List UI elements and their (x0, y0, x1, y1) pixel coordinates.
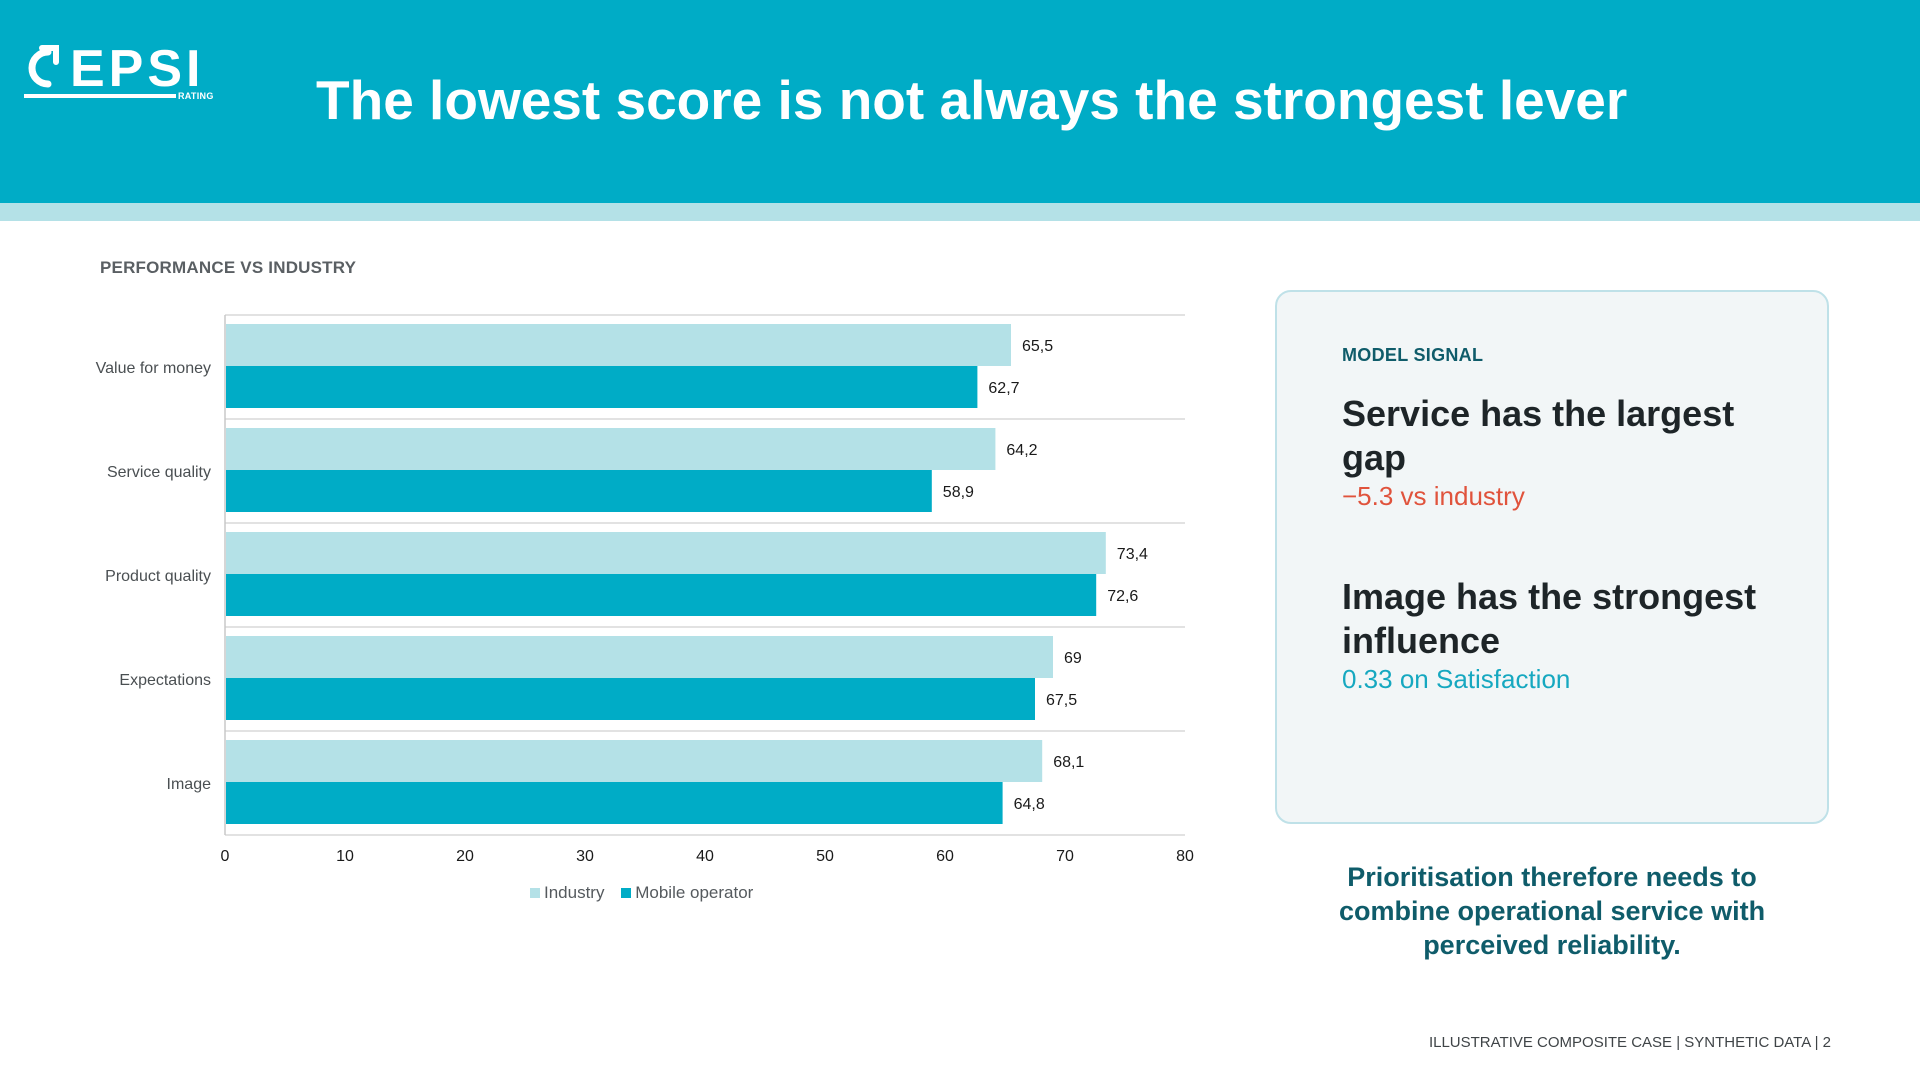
performance-bar-chart: Value for money 65,5 62,7 Service quality 64… (96, 314, 1194, 865)
legend-swatch-mobile-operator (621, 888, 632, 898)
bar-mobile-operator-image (226, 782, 1003, 824)
data-label-mobile-operator-service-quality: 58,9 (943, 484, 974, 501)
bar-industry-value-for-money (226, 324, 1011, 366)
x-tick-label-10: 10 (336, 848, 354, 865)
legend-label-mobile-operator: Mobile operator (635, 883, 754, 902)
category-label-expectations: Expectations (119, 672, 211, 689)
epsi-logo: EPSI (24, 40, 205, 98)
page-title: The lowest score is not always the stron… (316, 69, 1628, 131)
bar-mobile-operator-expectations (226, 678, 1035, 720)
service-gap-value: −5.3 vs industry (1342, 481, 1525, 511)
conclusion-text: Prioritisation therefore needs to combin… (1338, 862, 1766, 960)
x-tick-label-20: 20 (456, 848, 474, 865)
service-gap-heading: Service has the largest gap (1342, 393, 1735, 478)
category-label-image: Image (167, 776, 212, 793)
legend-label-industry: Industry (544, 883, 605, 902)
chart-legend: Industry Mobile operator (530, 883, 765, 903)
chart-section-title: PERFORMANCE VS INDUSTRY (100, 258, 357, 277)
data-label-industry-expectations: 69 (1064, 650, 1082, 667)
bar-industry-product-quality (226, 532, 1106, 574)
bar-industry-image (226, 740, 1043, 782)
data-label-mobile-operator-image: 64,8 (1014, 796, 1045, 813)
legend-swatch-industry (530, 888, 540, 898)
x-tick-label-50: 50 (816, 848, 834, 865)
logo-text: EPSI (70, 40, 205, 98)
header-accent-band (0, 203, 1920, 221)
x-tick-label-70: 70 (1056, 848, 1074, 865)
legend-item-mobile-operator: Mobile operator (621, 883, 753, 903)
data-label-mobile-operator-value-for-money: 62,7 (988, 380, 1019, 397)
category-label-value-for-money: Value for money (96, 360, 211, 377)
data-label-industry-value-for-money: 65,5 (1022, 338, 1053, 355)
x-tick-label-30: 30 (576, 848, 594, 865)
category-label-product-quality: Product quality (105, 568, 211, 585)
bar-mobile-operator-product-quality (226, 574, 1097, 616)
data-label-industry-service-quality: 64,2 (1006, 442, 1037, 459)
data-label-mobile-operator-expectations: 67,5 (1046, 692, 1077, 709)
x-tick-label-0: 0 (221, 848, 230, 865)
x-tick-label-40: 40 (696, 848, 714, 865)
logo-subtext: RATING (178, 91, 214, 101)
x-tick-label-60: 60 (936, 848, 954, 865)
footer-text: ILLUSTRATIVE COMPOSITE CASE | SYNTHETIC … (1428, 1034, 1831, 1051)
data-label-industry-product-quality: 73,4 (1117, 546, 1148, 563)
data-label-mobile-operator-product-quality: 72,6 (1107, 588, 1138, 605)
model-signal-panel (1275, 290, 1829, 824)
header-bar (0, 0, 1920, 203)
bar-mobile-operator-service-quality (226, 470, 932, 512)
image-influence-value: 0.33 on Satisfaction (1342, 664, 1571, 694)
legend-item-industry: Industry (530, 883, 604, 903)
bar-mobile-operator-value-for-money (226, 366, 978, 408)
bar-industry-expectations (226, 636, 1053, 678)
panel-kicker: MODEL SIGNAL (1342, 345, 1484, 365)
x-tick-label-80: 80 (1176, 848, 1194, 865)
data-label-industry-image: 68,1 (1053, 754, 1084, 771)
image-influence-heading: Image has the strongest influence (1342, 576, 1757, 661)
category-label-service-quality: Service quality (107, 464, 211, 481)
bar-industry-service-quality (226, 428, 996, 470)
